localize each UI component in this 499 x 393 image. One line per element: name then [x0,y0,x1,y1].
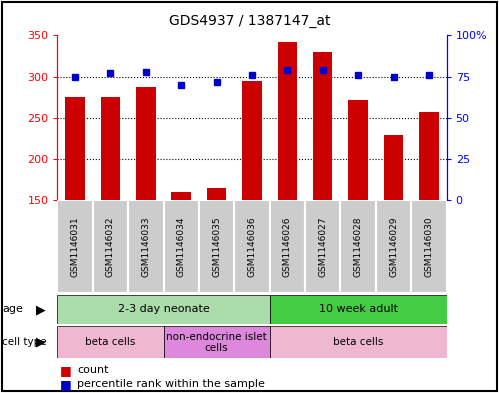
Text: GSM1146036: GSM1146036 [248,216,256,277]
Text: 2-3 day neonate: 2-3 day neonate [118,305,210,314]
Text: GSM1146035: GSM1146035 [212,216,221,277]
Text: beta cells: beta cells [333,337,383,347]
Text: cell type: cell type [2,337,47,347]
Bar [235,200,269,293]
Bar [269,295,447,324]
Bar [305,200,340,293]
Text: age: age [2,305,23,314]
Bar [199,200,235,293]
Text: ▶: ▶ [36,336,45,349]
Text: ▶: ▶ [36,303,45,316]
Text: GSM1146032: GSM1146032 [106,217,115,277]
Text: beta cells: beta cells [85,337,136,347]
Text: percentile rank within the sample: percentile rank within the sample [77,379,265,389]
Bar [164,326,269,358]
Bar [57,200,93,293]
Text: GSM1146029: GSM1146029 [389,217,398,277]
Bar [340,200,376,293]
Bar [172,192,191,200]
Bar [243,81,261,200]
Text: GSM1146028: GSM1146028 [354,217,363,277]
Bar [313,52,332,200]
Bar [93,200,128,293]
Bar [384,135,403,200]
Bar [277,42,297,200]
Text: ■: ■ [60,364,72,377]
Text: GSM1146034: GSM1146034 [177,217,186,277]
Bar [57,295,269,324]
Bar [136,87,156,200]
Bar [57,326,164,358]
Text: ■: ■ [60,378,72,391]
Bar [269,326,447,358]
Text: 10 week adult: 10 week adult [319,305,398,314]
Text: GSM1146026: GSM1146026 [283,217,292,277]
Text: GDS4937 / 1387147_at: GDS4937 / 1387147_at [169,14,330,28]
Bar [65,97,85,200]
Text: non-endocrine islet
cells: non-endocrine islet cells [166,332,267,353]
Text: GSM1146033: GSM1146033 [141,216,150,277]
Bar [376,200,411,293]
Bar [411,200,447,293]
Bar [128,200,164,293]
Bar [348,100,368,200]
Bar [419,112,439,200]
Bar [207,188,227,200]
Bar [101,97,120,200]
Text: GSM1146027: GSM1146027 [318,217,327,277]
Text: GSM1146030: GSM1146030 [425,216,434,277]
Bar [164,200,199,293]
Text: count: count [77,365,109,375]
Bar [269,200,305,293]
Text: GSM1146031: GSM1146031 [70,216,79,277]
